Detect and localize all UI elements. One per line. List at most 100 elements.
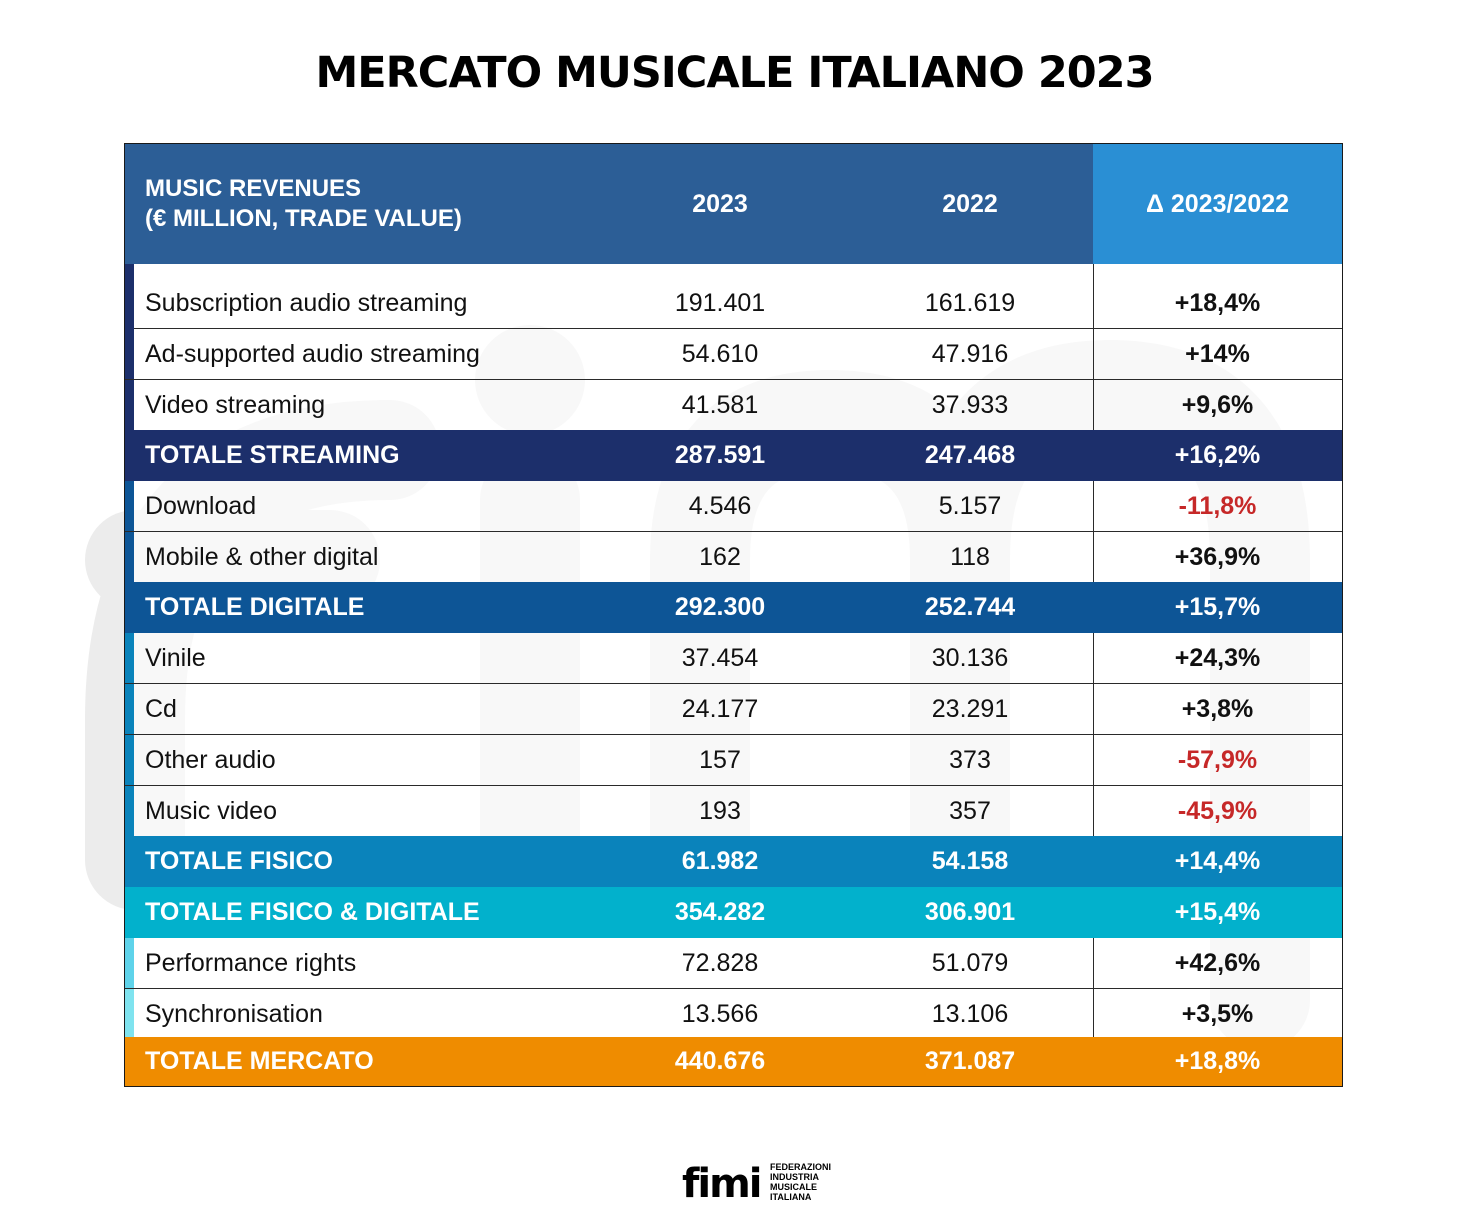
- row-value-2022: 13.106: [931, 1000, 1009, 1028]
- row-delta: +18,4%: [1174, 289, 1261, 317]
- row-label: Download: [145, 492, 257, 520]
- fimi-logo: fimi FEDERAZIONI INDUSTRIA MUSICALE ITAL…: [682, 1158, 842, 1214]
- total-row-streaming: TOTALE STREAMING 287.591 247.468 +16,2%: [125, 430, 1342, 481]
- row-value-2022: 252.744: [924, 593, 1016, 621]
- row-value-2022: 37.933: [931, 391, 1009, 419]
- row-value-2022: 54.158: [931, 847, 1009, 875]
- row-label: Vinile: [145, 644, 206, 672]
- row-delta: +9,6%: [1181, 391, 1254, 419]
- row-label: Other audio: [145, 746, 276, 774]
- column-divider: [1093, 938, 1094, 1037]
- row-accent: [125, 329, 134, 379]
- row-value-2023: 287.591: [674, 441, 766, 469]
- row-accent: [125, 481, 134, 531]
- logo-subtitle: FEDERAZIONI INDUSTRIA MUSICALE ITALIANA: [770, 1162, 831, 1202]
- row-delta: +14%: [1185, 340, 1250, 368]
- row-accent: [125, 684, 134, 734]
- row-delta: +42,6%: [1174, 949, 1261, 977]
- row-label: Ad-supported audio streaming: [145, 340, 480, 368]
- row-label: Performance rights: [145, 949, 357, 977]
- column-divider: [1093, 264, 1094, 430]
- table-row: Download 4.546 5.157 -11,8%: [125, 481, 1342, 532]
- table-row: Music video 193 357 -45,9%: [125, 786, 1342, 837]
- header-col-2023: 2023: [692, 190, 748, 218]
- table-header-delta-bg: [1093, 144, 1342, 264]
- row-value-2023: 440.676: [674, 1047, 766, 1075]
- row-value-2023: 41.581: [681, 391, 759, 419]
- header-label-line2: (€ MILLION, TRADE VALUE): [145, 205, 462, 232]
- row-value-2022: 357: [949, 797, 991, 825]
- table-row: Video streaming 41.581 37.933 +9,6%: [125, 380, 1342, 431]
- row-label: TOTALE STREAMING: [145, 441, 400, 469]
- column-divider: [1093, 481, 1094, 582]
- row-value-2023: 354.282: [674, 898, 766, 926]
- row-value-2023: 4.546: [688, 492, 752, 520]
- column-divider: [1093, 633, 1094, 836]
- row-value-2023: 24.177: [681, 695, 759, 723]
- row-value-2022: 373: [949, 746, 991, 774]
- row-label: Mobile & other digital: [145, 543, 379, 571]
- row-value-2023: 37.454: [681, 644, 759, 672]
- row-value-2022: 23.291: [931, 695, 1009, 723]
- row-value-2023: 157: [699, 746, 741, 774]
- row-delta: +14,4%: [1174, 847, 1261, 875]
- row-value-2023: 13.566: [681, 1000, 759, 1028]
- row-accent: [125, 633, 134, 683]
- row-value-2022: 5.157: [938, 492, 1002, 520]
- row-label: Subscription audio streaming: [145, 289, 468, 317]
- row-delta: +3,8%: [1181, 695, 1254, 723]
- table-row: Synchronisation 13.566 13.106 +3,5%: [125, 989, 1342, 1040]
- row-accent: [125, 989, 134, 1040]
- logo-mark: fimi: [682, 1161, 763, 1207]
- table-row: Other audio 157 373 -57,9%: [125, 735, 1342, 786]
- row-value-2022: 51.079: [931, 949, 1009, 977]
- row-value-2023: 162: [699, 543, 741, 571]
- row-value-2023: 54.610: [681, 340, 759, 368]
- row-label: Video streaming: [145, 391, 326, 419]
- row-delta: +16,2%: [1174, 441, 1261, 469]
- row-delta: -11,8%: [1178, 492, 1257, 520]
- row-label: TOTALE FISICO & DIGITALE: [145, 898, 480, 926]
- row-delta: +18,8%: [1174, 1047, 1261, 1075]
- table-row: Cd 24.177 23.291 +3,8%: [125, 684, 1342, 735]
- row-delta: +36,9%: [1174, 543, 1261, 571]
- logo-line: FEDERAZIONI: [770, 1162, 832, 1172]
- row-delta: +15,4%: [1174, 898, 1261, 926]
- logo-line: INDUSTRIA: [770, 1172, 819, 1182]
- table-row: Mobile & other digital 162 118 +36,9%: [125, 532, 1342, 583]
- row-accent: [125, 938, 134, 988]
- row-label: TOTALE DIGITALE: [145, 593, 365, 621]
- row-label: Cd: [145, 695, 177, 723]
- row-accent: [125, 380, 134, 431]
- row-value-2022: 47.916: [931, 340, 1009, 368]
- header-col-2022: 2022: [942, 190, 998, 218]
- row-value-2023: 72.828: [681, 949, 759, 977]
- header-label: MUSIC REVENUES (€ MILLION, TRADE VALUE): [145, 174, 462, 234]
- row-delta: +24,3%: [1174, 644, 1261, 672]
- total-row-fisico-digitale: TOTALE FISICO & DIGITALE 354.282 306.901…: [125, 887, 1342, 938]
- header-col-delta: Δ 2023/2022: [1145, 190, 1290, 218]
- row-label: Music video: [145, 797, 277, 825]
- row-delta: -57,9%: [1177, 746, 1258, 774]
- logo-line: MUSICALE: [770, 1182, 817, 1192]
- row-label: Synchronisation: [145, 1000, 323, 1028]
- row-value-2022: 371.087: [924, 1047, 1016, 1075]
- row-value-2022: 118: [950, 543, 990, 571]
- row-accent: [125, 786, 134, 837]
- row-accent: [125, 532, 134, 583]
- row-label: TOTALE FISICO: [145, 847, 333, 875]
- revenue-table: MUSIC REVENUES (€ MILLION, TRADE VALUE) …: [124, 143, 1343, 1087]
- row-value-2023: 292.300: [674, 593, 766, 621]
- row-accent: [125, 264, 134, 329]
- header-label-line1: MUSIC REVENUES: [145, 175, 362, 202]
- table-row: Vinile 37.454 30.136 +24,3%: [125, 633, 1342, 684]
- row-accent: [125, 735, 134, 785]
- total-row-fisico: TOTALE FISICO 61.982 54.158 +14,4%: [125, 836, 1342, 887]
- row-value-2022: 30.136: [931, 644, 1009, 672]
- row-delta: +3,5%: [1181, 1000, 1254, 1028]
- logo-line: ITALIANA: [770, 1192, 812, 1202]
- row-delta: -45,9%: [1177, 797, 1258, 825]
- total-row-digitale: TOTALE DIGITALE 292.300 252.744 +15,7%: [125, 582, 1342, 633]
- row-value-2022: 247.468: [924, 441, 1016, 469]
- row-value-2023: 193: [699, 797, 741, 825]
